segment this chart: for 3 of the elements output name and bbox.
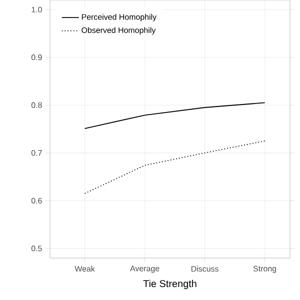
line-series (84, 102, 266, 129)
x-axis-title: Tie Strength (143, 280, 196, 290)
line-series (84, 140, 266, 194)
